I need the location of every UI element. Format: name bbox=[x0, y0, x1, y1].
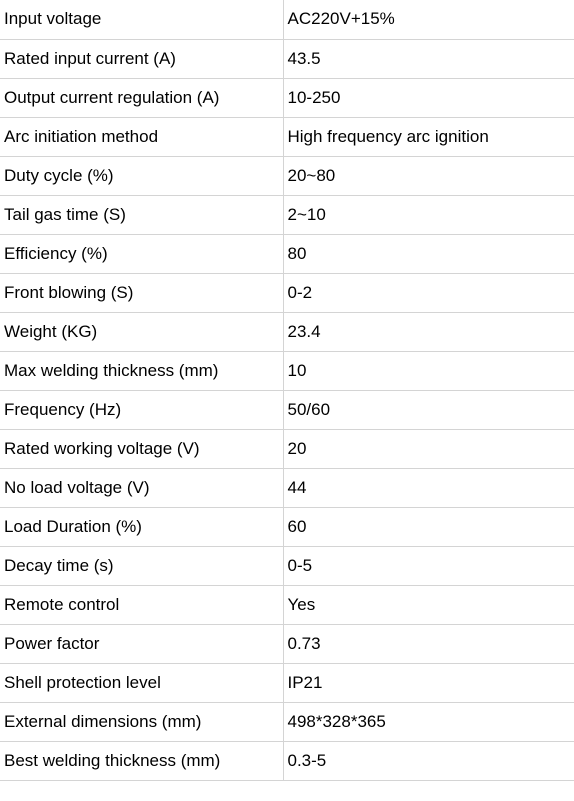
spec-name: Output current regulation (A) bbox=[0, 77, 284, 118]
spec-value: 44 bbox=[282, 467, 574, 508]
table-row: Power factor 0.73 bbox=[0, 623, 574, 664]
spec-name: Power factor bbox=[0, 623, 284, 664]
table-row: External dimensions (mm) 498*328*365 bbox=[0, 701, 574, 742]
table-row: Rated input current (A) 43.5 bbox=[0, 38, 574, 79]
spec-value: 23.4 bbox=[282, 311, 574, 352]
spec-value: 498*328*365 bbox=[282, 701, 574, 742]
spec-name: Efficiency (%) bbox=[0, 233, 284, 274]
spec-name: Remote control bbox=[0, 584, 284, 625]
spec-name: Tail gas time (S) bbox=[0, 194, 284, 235]
table-row: Weight (KG) 23.4 bbox=[0, 311, 574, 352]
spec-value: 2~10 bbox=[282, 194, 574, 235]
spec-name: Front blowing (S) bbox=[0, 272, 284, 313]
spec-name: Duty cycle (%) bbox=[0, 155, 284, 196]
spec-value: High frequency arc ignition bbox=[282, 116, 574, 157]
table-row: Remote control Yes bbox=[0, 584, 574, 625]
spec-value: 10 bbox=[282, 350, 574, 391]
table-row: Efficiency (%) 80 bbox=[0, 233, 574, 274]
table-row: Tail gas time (S) 2~10 bbox=[0, 194, 574, 235]
table-row: Front blowing (S) 0-2 bbox=[0, 272, 574, 313]
spec-value: 50/60 bbox=[282, 389, 574, 430]
table-row: Max welding thickness (mm) 10 bbox=[0, 350, 574, 391]
table-row: Duty cycle (%) 20~80 bbox=[0, 155, 574, 196]
table-row: Rated working voltage (V) 20 bbox=[0, 428, 574, 469]
spec-name: External dimensions (mm) bbox=[0, 701, 284, 742]
table-row: Best welding thickness (mm) 0.3-5 bbox=[0, 740, 574, 781]
spec-table: Input voltage AC220V+15% Rated input curre… bbox=[0, 0, 574, 781]
spec-value: 60 bbox=[282, 506, 574, 547]
spec-name: Rated working voltage (V) bbox=[0, 428, 284, 469]
spec-name: Input voltage bbox=[0, 0, 284, 40]
spec-value: 10-250 bbox=[282, 77, 574, 118]
spec-value: 0-2 bbox=[282, 272, 574, 313]
spec-name: Decay time (s) bbox=[0, 545, 284, 586]
table-row: Decay time (s) 0-5 bbox=[0, 545, 574, 586]
table-row: Input voltage AC220V+15% bbox=[0, 0, 574, 40]
spec-value: 43.5 bbox=[282, 38, 574, 79]
spec-name: Frequency (Hz) bbox=[0, 389, 284, 430]
spec-value: 0.73 bbox=[282, 623, 574, 664]
spec-value: AC220V+15% bbox=[282, 0, 574, 40]
spec-name: Max welding thickness (mm) bbox=[0, 350, 284, 391]
table-row: Shell protection level IP21 bbox=[0, 662, 574, 703]
spec-name: Arc initiation method bbox=[0, 116, 284, 157]
spec-value: IP21 bbox=[282, 662, 574, 703]
spec-value: 20 bbox=[282, 428, 574, 469]
spec-value: 0.3-5 bbox=[282, 740, 574, 781]
spec-name: Weight (KG) bbox=[0, 311, 284, 352]
spec-value: 0-5 bbox=[282, 545, 574, 586]
spec-name: Shell protection level bbox=[0, 662, 284, 703]
table-row: Output current regulation (A) 10-250 bbox=[0, 77, 574, 118]
spec-name: Rated input current (A) bbox=[0, 38, 284, 79]
spec-name: No load voltage (V) bbox=[0, 467, 284, 508]
spec-name: Best welding thickness (mm) bbox=[0, 740, 284, 781]
spec-value: Yes bbox=[282, 584, 574, 625]
spec-name: Load Duration (%) bbox=[0, 506, 284, 547]
table-row: No load voltage (V) 44 bbox=[0, 467, 574, 508]
table-row: Frequency (Hz) 50/60 bbox=[0, 389, 574, 430]
spec-value: 20~80 bbox=[282, 155, 574, 196]
table-row: Arc initiation method High frequency arc … bbox=[0, 116, 574, 157]
table-row: Load Duration (%) 60 bbox=[0, 506, 574, 547]
spec-value: 80 bbox=[282, 233, 574, 274]
